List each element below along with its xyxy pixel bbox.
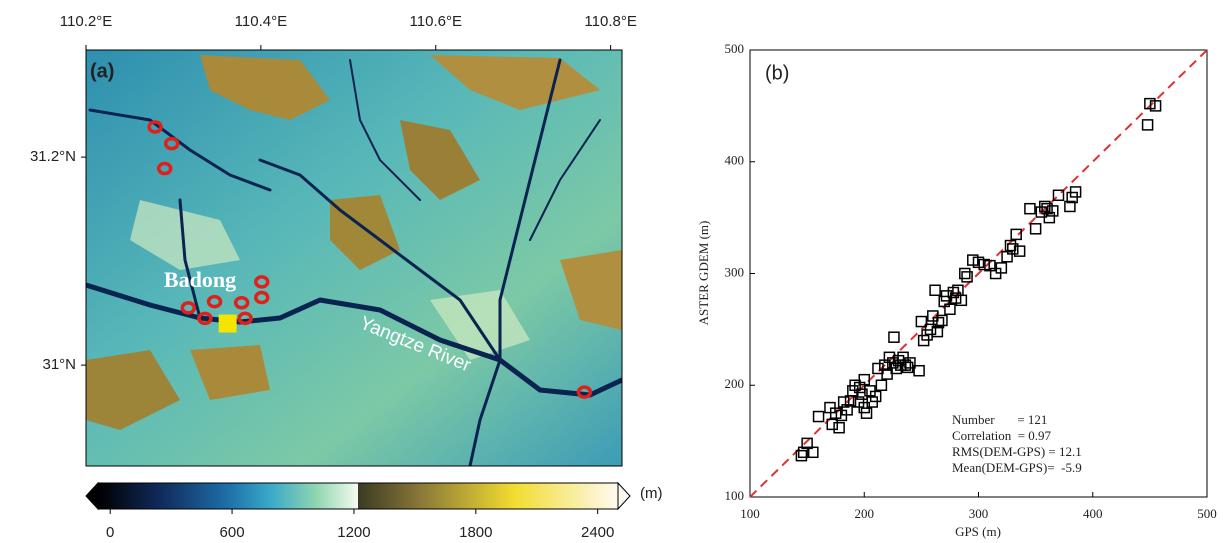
landslide-point (206, 294, 223, 309)
terrain (86, 50, 622, 466)
data-point (929, 284, 941, 297)
data-point (1052, 189, 1065, 202)
x-tick-label: 110.8°E (584, 13, 636, 30)
stat-annotation: Number = 121 (952, 412, 1047, 427)
landslide-point (156, 161, 173, 176)
data-point (841, 404, 853, 416)
data-point (959, 267, 971, 280)
colorbar-min (85, 481, 99, 511)
data-point (1064, 200, 1076, 213)
data-point (860, 407, 873, 419)
data-point (995, 262, 1008, 274)
landslide-point (237, 311, 253, 326)
panel-label: (b) (765, 62, 789, 84)
station (218, 314, 237, 333)
landslide-point (163, 136, 180, 151)
data-point (833, 421, 845, 434)
data-point (961, 271, 973, 283)
data-point (913, 364, 925, 377)
y-axis-label: ASTER GDEM (m) (696, 221, 711, 326)
y-tick-label: 500 (725, 41, 745, 56)
data-point (944, 303, 956, 316)
data-point (931, 325, 944, 338)
colorbar-tick-label: 1800 (459, 524, 492, 541)
y-tick-label: 31°N (42, 356, 76, 373)
data-point (812, 410, 825, 423)
landslide-point (254, 290, 270, 305)
data-point (1013, 245, 1026, 257)
data-point (1029, 223, 1042, 235)
data-point (1010, 228, 1022, 241)
x-axis-label: GPS (m) (955, 524, 1001, 539)
data-point (856, 388, 868, 400)
one-to-one-line (749, 49, 1208, 498)
colorbar-tick-label: 1200 (337, 524, 370, 541)
data-point (940, 290, 953, 302)
y-tick-label: 300 (725, 264, 745, 279)
y-tick-label: 400 (725, 153, 745, 168)
landslide-point (233, 295, 250, 310)
y-tick-label: 100 (725, 488, 745, 503)
x-tick-label: 500 (1197, 506, 1217, 521)
data-point (936, 314, 948, 327)
y-tick-label: 200 (725, 376, 745, 391)
data-point (858, 373, 870, 386)
colorbar-max (617, 481, 631, 511)
panel-label: (a) (90, 60, 114, 82)
data-point (904, 357, 916, 369)
colorbar (97, 482, 619, 510)
x-tick-label: 110.6°E (410, 13, 462, 30)
data-point (915, 315, 928, 328)
stat-annotation: Mean(DEM-GPS)= -5.9 (952, 460, 1082, 475)
x-tick-label: 110.2°E (60, 13, 112, 30)
place-label: Badong (164, 267, 236, 292)
data-point (1043, 211, 1056, 224)
landslide-point (147, 120, 163, 134)
landslide-point (180, 301, 197, 315)
data-point (1047, 205, 1059, 217)
data-point (837, 396, 850, 408)
data-point (932, 316, 945, 329)
x-tick-label: 110.4°E (235, 13, 287, 30)
data-point (797, 446, 810, 459)
landslide-point (254, 275, 270, 289)
landslide-point (576, 385, 593, 399)
data-point (1069, 186, 1082, 198)
x-tick-label: 200 (855, 506, 875, 521)
stat-annotation: Correlation = 0.97 (952, 428, 1052, 443)
colorbar-tick-label: 600 (220, 524, 245, 541)
data-point (924, 323, 937, 336)
data-point (1141, 119, 1154, 131)
data-point (1024, 202, 1036, 215)
map-frame (85, 49, 623, 467)
x-tick-label: 300 (969, 506, 989, 521)
data-point (807, 446, 819, 459)
colorbar-tick-label: 2400 (581, 524, 614, 541)
colorbar-unit: (m) (640, 485, 663, 502)
landslide-point (197, 311, 213, 326)
data-point (1007, 243, 1019, 255)
data-point (795, 449, 808, 462)
data-point (888, 331, 900, 343)
y-tick-label: 31.2°N (30, 148, 76, 165)
x-tick-label: 400 (1083, 506, 1103, 521)
data-point (1149, 100, 1162, 112)
stat-annotation: RMS(DEM-GPS) = 12.1 (952, 444, 1082, 459)
data-point (875, 379, 888, 391)
data-point (869, 390, 882, 403)
x-tick-label: 100 (740, 506, 760, 521)
data-point (826, 418, 839, 431)
colorbar-tick-label: 0 (106, 524, 114, 541)
data-point (955, 294, 968, 307)
